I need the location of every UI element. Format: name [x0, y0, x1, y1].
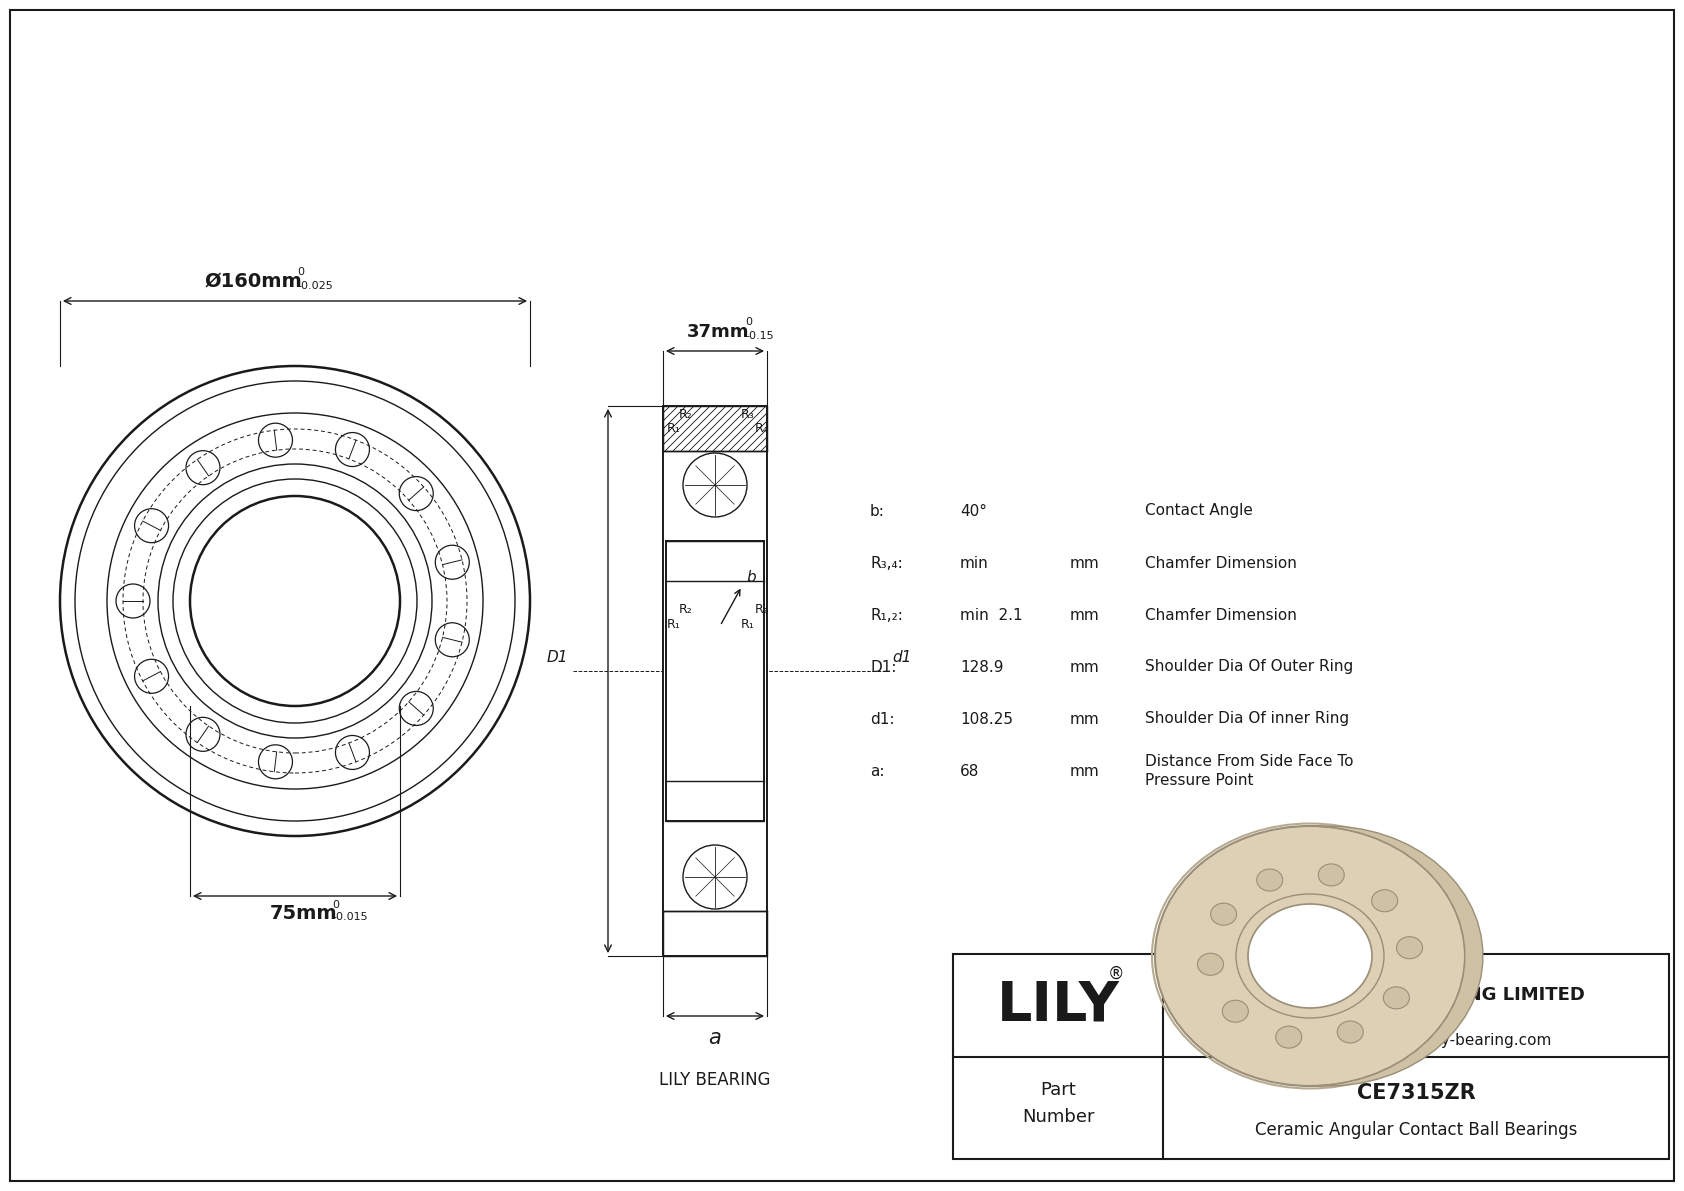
Text: 37mm: 37mm [687, 323, 749, 341]
Ellipse shape [1256, 869, 1283, 891]
Text: Contact Angle: Contact Angle [1145, 504, 1253, 518]
Bar [665, 581, 765, 781]
Text: 108.25: 108.25 [960, 711, 1014, 727]
Ellipse shape [1396, 936, 1423, 959]
Text: 40°: 40° [960, 504, 987, 518]
Bar [953, 954, 1669, 1159]
Text: -0.015: -0.015 [332, 912, 367, 922]
Text: min: min [960, 555, 989, 570]
Text: LILY: LILY [997, 978, 1120, 1033]
Text: mm: mm [1069, 711, 1100, 727]
Text: min  2.1: min 2.1 [960, 607, 1022, 623]
Ellipse shape [1383, 987, 1410, 1009]
Text: R₄: R₄ [754, 422, 770, 435]
Text: Distance From Side Face To
Pressure Point: Distance From Side Face To Pressure Poin… [1145, 754, 1354, 788]
Ellipse shape [1372, 890, 1398, 912]
Ellipse shape [1155, 827, 1465, 1086]
Bar [663, 911, 766, 956]
Text: -0.025: -0.025 [296, 281, 333, 291]
Text: D1:: D1: [871, 660, 896, 674]
Text: R₂: R₂ [754, 603, 770, 616]
Text: Shoulder Dia Of inner Ring: Shoulder Dia Of inner Ring [1145, 711, 1349, 727]
Ellipse shape [1211, 903, 1236, 925]
Text: b:: b: [871, 504, 884, 518]
Text: R₁,₂:: R₁,₂: [871, 607, 903, 623]
Text: 68: 68 [960, 763, 980, 779]
Text: R₃: R₃ [741, 409, 754, 420]
Ellipse shape [1276, 1027, 1302, 1048]
Text: Part
Number: Part Number [1022, 1081, 1095, 1125]
Circle shape [684, 453, 748, 517]
Text: a: a [709, 1028, 721, 1048]
Text: Chamfer Dimension: Chamfer Dimension [1145, 555, 1297, 570]
Text: 0: 0 [332, 900, 338, 910]
Text: CE7315ZR: CE7315ZR [1357, 1084, 1475, 1103]
Text: R₃,₄:: R₃,₄: [871, 555, 903, 570]
Polygon shape [1310, 827, 1484, 1086]
Text: Chamfer Dimension: Chamfer Dimension [1145, 607, 1297, 623]
Text: mm: mm [1069, 607, 1100, 623]
Text: R₁: R₁ [667, 422, 680, 435]
Ellipse shape [1248, 904, 1372, 1008]
Text: R₁: R₁ [741, 618, 754, 631]
Ellipse shape [1197, 953, 1224, 975]
Text: 75mm: 75mm [269, 904, 337, 923]
Text: R₂: R₂ [679, 409, 692, 420]
Text: mm: mm [1069, 555, 1100, 570]
Bar [663, 451, 766, 911]
Ellipse shape [1223, 1000, 1248, 1022]
Text: Email: lilybearing@lily-bearing.com: Email: lilybearing@lily-bearing.com [1280, 1033, 1551, 1048]
Text: mm: mm [1069, 763, 1100, 779]
Text: -0.15: -0.15 [744, 331, 773, 341]
Text: Ø160mm: Ø160mm [205, 272, 303, 291]
Text: d1:: d1: [871, 711, 894, 727]
Text: d1: d1 [893, 650, 911, 665]
Text: SHANGHAI LILY BEARING LIMITED: SHANGHAI LILY BEARING LIMITED [1248, 986, 1585, 1004]
Text: D1: D1 [547, 650, 568, 665]
Text: Ceramic Angular Contact Ball Bearings: Ceramic Angular Contact Ball Bearings [1255, 1121, 1578, 1140]
Ellipse shape [1319, 863, 1344, 886]
Text: ®: ® [1108, 965, 1125, 983]
Text: 0: 0 [744, 317, 753, 328]
Text: R₁: R₁ [667, 618, 680, 631]
Text: mm: mm [1069, 660, 1100, 674]
Circle shape [684, 844, 748, 909]
Ellipse shape [1337, 1021, 1364, 1043]
Text: R₂: R₂ [679, 603, 692, 616]
Text: LILY BEARING: LILY BEARING [658, 1071, 771, 1089]
Text: 128.9: 128.9 [960, 660, 1004, 674]
Text: b: b [746, 570, 756, 585]
Text: Shoulder Dia Of Outer Ring: Shoulder Dia Of Outer Ring [1145, 660, 1354, 674]
Text: a:: a: [871, 763, 884, 779]
Text: 0: 0 [296, 267, 305, 278]
Bar [663, 406, 766, 451]
